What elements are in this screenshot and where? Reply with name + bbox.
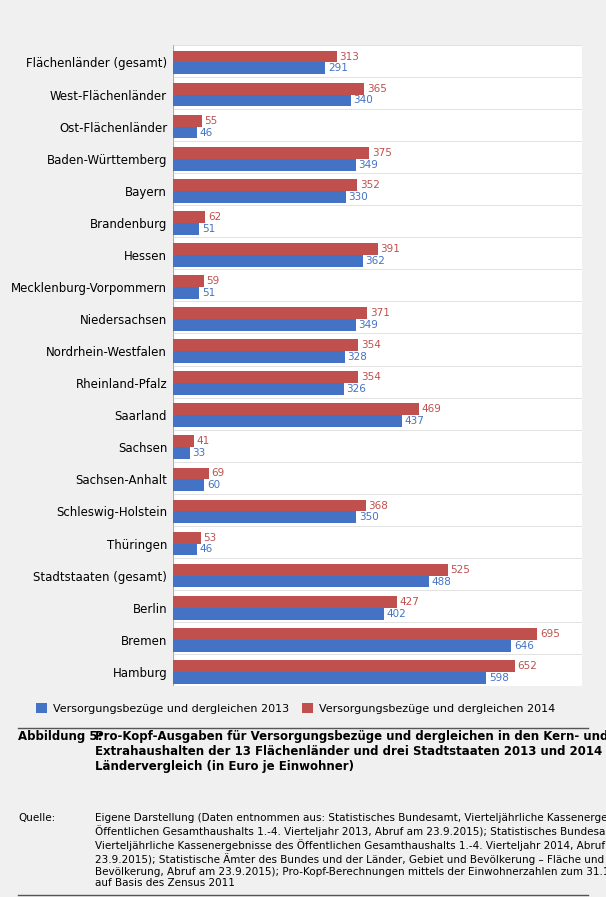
Bar bbox=[173, 479, 204, 492]
Text: 469: 469 bbox=[421, 405, 441, 414]
Bar bbox=[173, 159, 356, 170]
Bar bbox=[173, 275, 204, 287]
Text: 326: 326 bbox=[346, 384, 366, 394]
Bar bbox=[173, 672, 486, 684]
Bar bbox=[173, 287, 199, 299]
Text: 41: 41 bbox=[197, 436, 210, 447]
Bar bbox=[173, 211, 205, 222]
Bar bbox=[173, 115, 202, 126]
Text: 53: 53 bbox=[203, 533, 216, 543]
Text: 340: 340 bbox=[354, 95, 373, 106]
Bar bbox=[173, 351, 345, 363]
Bar bbox=[173, 640, 511, 651]
Text: 402: 402 bbox=[386, 608, 406, 619]
Bar bbox=[173, 50, 337, 63]
Text: 371: 371 bbox=[370, 308, 390, 318]
Text: 313: 313 bbox=[339, 51, 359, 62]
Bar bbox=[173, 532, 201, 544]
Text: 652: 652 bbox=[518, 661, 537, 671]
Text: Abbildung 5:: Abbildung 5: bbox=[18, 730, 102, 743]
Bar bbox=[173, 576, 428, 588]
Text: 69: 69 bbox=[211, 468, 225, 478]
Text: 375: 375 bbox=[372, 148, 392, 158]
Bar bbox=[173, 660, 514, 672]
Text: Quelle:: Quelle: bbox=[18, 814, 55, 823]
Text: 55: 55 bbox=[204, 116, 218, 126]
Bar bbox=[173, 544, 197, 555]
Bar bbox=[173, 255, 362, 266]
Text: 350: 350 bbox=[359, 512, 379, 522]
Text: 328: 328 bbox=[347, 352, 367, 362]
Text: 33: 33 bbox=[193, 448, 206, 458]
Bar bbox=[173, 628, 537, 640]
Text: Pro-Kopf-Ausgaben für Versorgungsbezüge und dergleichen in den Kern- und
Extraha: Pro-Kopf-Ausgaben für Versorgungsbezüge … bbox=[95, 730, 606, 773]
Bar bbox=[173, 511, 356, 523]
Bar bbox=[173, 607, 384, 620]
Bar bbox=[173, 563, 448, 576]
Text: 525: 525 bbox=[451, 564, 470, 575]
Text: 437: 437 bbox=[405, 416, 424, 426]
Bar bbox=[173, 415, 402, 427]
Bar bbox=[173, 500, 365, 511]
Text: 291: 291 bbox=[328, 64, 348, 74]
Text: 51: 51 bbox=[202, 288, 215, 298]
Bar bbox=[173, 339, 358, 351]
Text: 598: 598 bbox=[489, 673, 509, 683]
Bar bbox=[173, 126, 197, 138]
Text: 330: 330 bbox=[348, 192, 368, 202]
Bar bbox=[173, 179, 358, 191]
Bar bbox=[173, 319, 356, 331]
Bar bbox=[173, 191, 346, 203]
Bar bbox=[173, 371, 358, 383]
Text: 695: 695 bbox=[540, 629, 560, 639]
Bar bbox=[173, 147, 370, 159]
Text: 365: 365 bbox=[367, 83, 387, 93]
Text: 349: 349 bbox=[358, 320, 378, 330]
Text: 427: 427 bbox=[399, 597, 419, 606]
Text: 354: 354 bbox=[361, 340, 381, 350]
Text: 59: 59 bbox=[206, 276, 219, 286]
Bar bbox=[173, 448, 190, 459]
Text: 60: 60 bbox=[207, 480, 220, 491]
Legend: Versorgungsbezüge und dergleichen 2013, Versorgungsbezüge und dergleichen 2014: Versorgungsbezüge und dergleichen 2013, … bbox=[36, 703, 555, 714]
Text: 46: 46 bbox=[199, 544, 213, 554]
Text: 488: 488 bbox=[431, 577, 451, 587]
Bar bbox=[173, 307, 367, 319]
Bar bbox=[173, 63, 325, 74]
Text: 368: 368 bbox=[368, 501, 388, 510]
Bar bbox=[173, 94, 351, 107]
Text: Eigene Darstellung (Daten entnommen aus: Statistisches Bundesamt, Vierteljährlic: Eigene Darstellung (Daten entnommen aus:… bbox=[95, 814, 606, 888]
Text: 354: 354 bbox=[361, 372, 381, 382]
Text: 46: 46 bbox=[199, 127, 213, 137]
Bar bbox=[173, 435, 194, 448]
Text: 62: 62 bbox=[208, 212, 221, 222]
Text: 391: 391 bbox=[381, 244, 400, 254]
Bar bbox=[173, 467, 209, 479]
Text: 362: 362 bbox=[365, 256, 385, 266]
Text: 51: 51 bbox=[202, 223, 215, 234]
Bar bbox=[173, 83, 364, 94]
Bar bbox=[173, 243, 378, 255]
Bar bbox=[173, 222, 199, 235]
Text: 646: 646 bbox=[514, 640, 534, 650]
Text: 349: 349 bbox=[358, 160, 378, 170]
Bar bbox=[173, 596, 397, 607]
Text: 352: 352 bbox=[360, 179, 380, 190]
Bar bbox=[173, 383, 344, 395]
Bar bbox=[173, 404, 419, 415]
